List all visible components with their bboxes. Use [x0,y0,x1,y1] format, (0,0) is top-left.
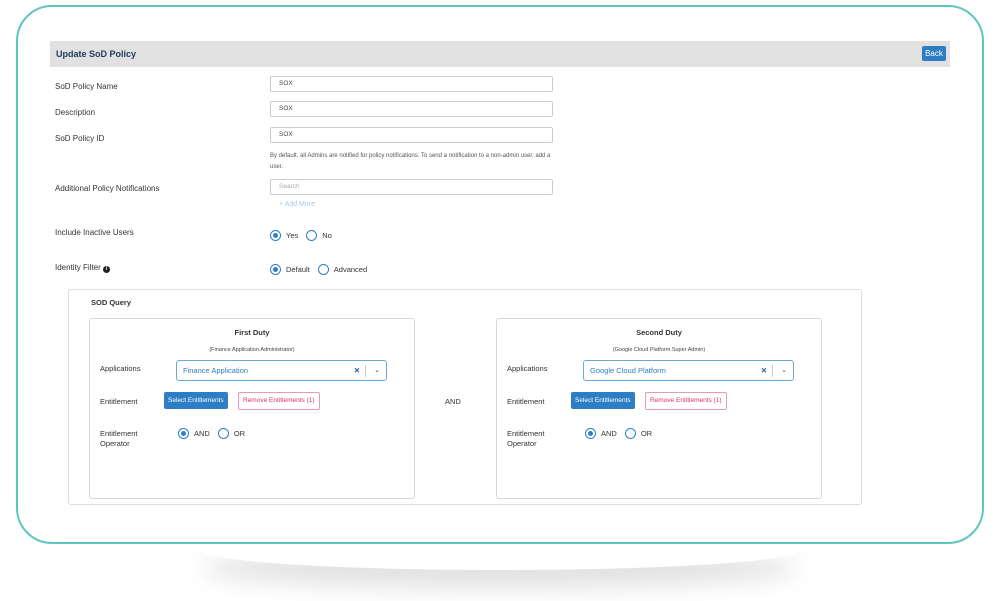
duty-title: First Duty [234,328,270,337]
radio-and[interactable] [178,428,189,439]
entitlement-label: Entitlement [507,397,545,406]
duty-subtitle: (Google Cloud Platform.Super Admin) [612,347,706,353]
radio-no[interactable] [306,230,318,241]
applications-select[interactable]: Google Cloud Platform ✕ ⌄ [583,360,794,381]
sod-query-title: SOD Query [91,298,132,307]
chevron-down-icon[interactable]: ⌄ [374,367,380,374]
remove-entitlements-button[interactable]: Remove Entitlements (1) [238,392,320,410]
operator-radio-group: AND OR [178,428,253,439]
notifications-label: Additional Policy Notifications [55,184,160,193]
policy-id-input[interactable]: SOX [270,127,553,143]
applications-label: Applications [100,364,141,373]
clear-icon[interactable]: ✕ [353,366,360,375]
add-more-link[interactable]: + Add More [279,201,315,208]
radio-and[interactable] [585,428,596,439]
chevron-down-icon[interactable]: ⌄ [781,367,787,374]
policy-name-label: SoD Policy Name [55,82,118,91]
radio-default[interactable] [270,264,281,275]
duty-joiner: AND [445,397,461,406]
inactive-users-radio-group: Yes No [270,230,340,241]
radio-advanced[interactable] [317,264,329,275]
page-title: Update SoD Policy [56,49,137,59]
clear-icon[interactable]: ✕ [760,366,767,375]
notification-note: By default, all Admins are notified for … [270,153,551,170]
duty-title: Second Duty [636,328,682,337]
description-label: Description [55,108,96,117]
operator-radio-group: AND OR [585,428,660,439]
info-icon[interactable]: i [103,266,111,273]
applications-label: Applications [507,364,548,373]
operator-label: Entitlement Operator [100,429,138,448]
operator-label: Entitlement Operator [507,429,545,448]
entitlement-label: Entitlement [100,397,138,406]
duty-subtitle: (Finance Application.Administrator) [209,347,295,353]
back-button[interactable]: Back [922,46,946,61]
policy-id-label: SoD Policy ID [55,134,105,143]
sod-query-panel: SOD Query AND First Duty (Finance Applic… [68,289,862,505]
remove-entitlements-button[interactable]: Remove Entitlements (1) [645,392,727,410]
page-header: Update SoD Policy Back [50,41,950,67]
identity-filter-label: Identity Filter i [55,263,111,273]
identity-filter-radio-group: Default Advanced [270,264,375,275]
inactive-users-label: Include Inactive Users [55,228,134,237]
radio-yes[interactable] [270,230,281,241]
description-input[interactable]: SOX [270,101,553,117]
radio-or[interactable] [217,428,229,439]
first-duty-card: First Duty (Finance Application.Administ… [89,318,415,499]
select-entitlements-button[interactable]: Select Entitlements [164,392,228,409]
notifications-search-input[interactable]: Search [270,179,553,195]
radio-or[interactable] [624,428,636,439]
second-duty-card: Second Duty (Google Cloud Platform.Super… [496,318,822,499]
select-entitlements-button[interactable]: Select Entitlements [571,392,635,409]
applications-select[interactable]: Finance Application ✕ ⌄ [176,360,387,381]
policy-name-input[interactable]: SOX [270,76,553,92]
